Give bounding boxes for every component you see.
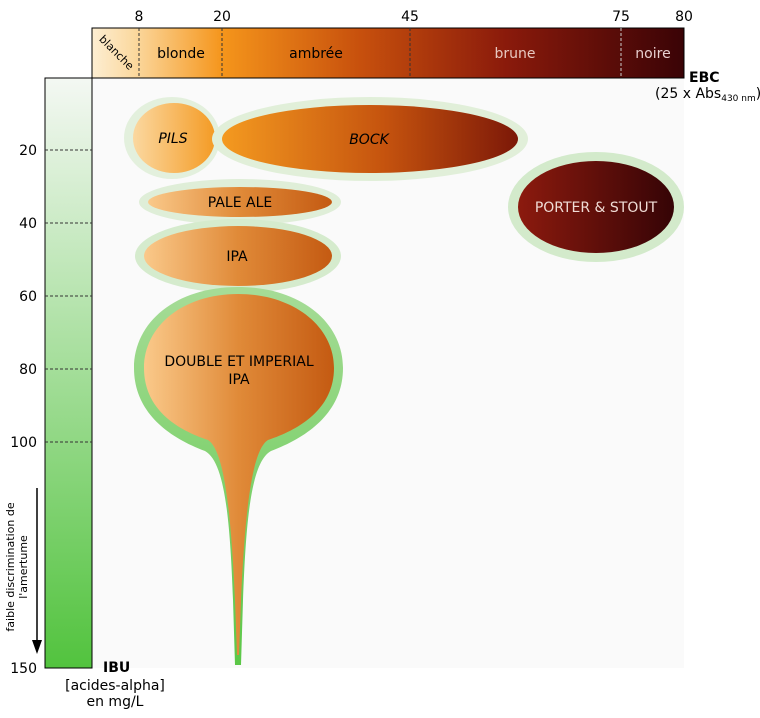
pils-blob (133, 103, 215, 173)
pils-label: PILS (158, 131, 187, 147)
double-ipa-blob (144, 294, 334, 655)
ebc-band-blonde: blonde (157, 46, 205, 62)
ebc-axis-subtitle: (25 x Abs430 nm) (655, 86, 760, 104)
porter-label: PORTER & STOUT (535, 200, 658, 216)
ibu-tick-label: 80 (19, 362, 37, 378)
ibu-tick-label: 100 (10, 435, 37, 451)
ebc-tick-label: 8 (135, 9, 144, 25)
ipa-label: IPA (226, 249, 248, 265)
bitterness-note: l'amertume (17, 535, 30, 599)
ibu-tick-label: 60 (19, 289, 37, 305)
double-ipa-label: DOUBLE ET IMPERIAL (164, 354, 314, 370)
ebc-tick-label: 45 (401, 9, 419, 25)
ibu-tick-label: 150 (10, 661, 37, 677)
ebc-band-brune: brune (494, 46, 535, 62)
ebc-tick-label: 75 (612, 9, 630, 25)
ebc-axis-title: EBC (689, 70, 720, 86)
porter-blob (518, 161, 674, 253)
ebc-tick-label: 80 (675, 9, 693, 25)
ibu-tick-label: 40 (19, 216, 37, 232)
bock-label: BOCK (349, 132, 390, 148)
ebc-band-ambree: ambrée (289, 46, 343, 62)
double-ipa-label: IPA (228, 372, 250, 388)
ipa-blob (144, 226, 332, 286)
ibu-tick-label: 20 (19, 143, 37, 159)
ebc-tick-label: 20 (213, 9, 231, 25)
ibu-color-bar (44, 77, 93, 669)
bitterness-note: faible discrimination de (4, 502, 17, 631)
ebc-color-bar (91, 27, 685, 79)
pale-ale-label: PALE ALE (208, 195, 272, 211)
bock-blob (222, 105, 518, 173)
ibu-axis-unit: en mg/L (87, 694, 144, 710)
pale-ale-blob (148, 187, 332, 217)
ibu-axis-unit: [acides-alpha] (65, 678, 165, 694)
ibu-axis-title: IBU (103, 660, 130, 676)
arrow-down-icon (32, 640, 42, 654)
ebc-band-noire: noire (635, 46, 670, 62)
